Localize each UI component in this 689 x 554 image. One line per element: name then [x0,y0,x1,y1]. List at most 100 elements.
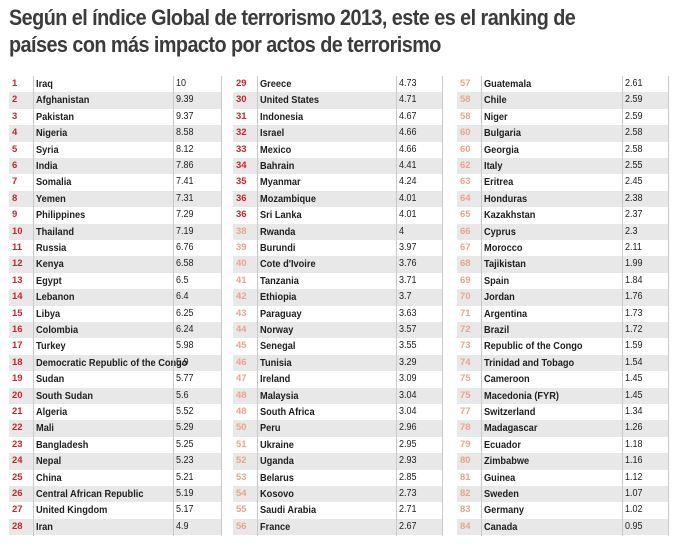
rank-number: 57 [460,78,471,89]
country-name: Algeria [36,406,68,418]
score-value: 6.5 [176,274,189,286]
table-row: 50 Peru 2.96 [233,420,443,437]
table-row: 60 Georgia 2.58 [457,142,669,158]
score-value: 2.45 [625,176,643,188]
score-value: 6.24 [176,324,194,335]
table-row: 12 Kenya 6.58 [9,256,222,273]
score-value: 2.67 [399,520,417,532]
table-row: 13 Egypt 6.5 [9,273,222,289]
score-value: 1.26 [625,422,643,434]
rank-number: 64 [460,192,471,204]
table-row: 9 Philippines 7.29 [9,207,222,223]
country-name: Lebanon [36,291,75,304]
table-row: 47 Ireland 3.09 [233,371,443,387]
rank-number: 10 [12,225,23,237]
country-name: Ecuador [484,438,521,451]
table-row: 17 Turkey 5.98 [9,338,222,354]
score-value: 7.41 [176,176,194,188]
country-name: Honduras [484,192,528,205]
score-value: 4.01 [399,192,417,204]
country-name: Uganda [260,455,294,468]
country-name: Sri Lanka [260,209,302,222]
table-row: 1 Iraq 10 [9,76,222,92]
table-row: 21 Algeria 5.52 [9,404,222,420]
rank-number: 11 [12,242,23,253]
table-row: 65 Kazakhstan 2.37 [457,207,669,223]
table-row: 44 Norway 3.57 [233,322,443,339]
country-name: United Kingdom [36,504,108,517]
table-row: 14 Lebanon 6.4 [9,289,222,306]
score-value: 2.61 [625,78,643,89]
column-divider [173,76,174,536]
table-row: 67 Morocco 2.11 [457,240,669,256]
score-value: 3.97 [399,242,417,253]
country-name: Colombia [36,324,79,336]
score-value: 3.71 [399,274,417,286]
score-value: 7.19 [176,225,194,237]
country-name: Argentina [484,307,528,320]
table-row: 4 Nigeria 8.58 [9,125,222,142]
table-row: 25 China 5.21 [9,470,222,486]
score-value: 2.85 [399,471,417,483]
column-divider [257,76,258,536]
table-row: 82 Sweden 1.07 [457,486,669,503]
rank-number: 56 [236,520,247,532]
score-value: 3.63 [399,307,417,319]
rank-number: 81 [460,471,471,483]
table-row: 36 Mozambique 4.01 [233,190,443,208]
table-row: 62 Italy 2.55 [457,158,669,175]
rank-number: 35 [236,176,247,188]
country-name: Morocco [484,242,523,254]
table-row: 75 Cameroon 1.45 [457,371,669,387]
rank-number: 60 [460,127,471,139]
country-name: Switzerland [484,406,536,418]
country-name: Egypt [36,274,62,287]
country-name: Afghanistan [36,94,90,107]
rank-number: 41 [236,274,247,286]
score-value: 5.77 [176,373,194,385]
rank-number: 29 [236,78,247,89]
rank-number: 8 [12,192,18,204]
score-value: 8.12 [176,143,194,155]
score-value: 4.41 [399,160,417,171]
country-name: Turkey [36,340,66,353]
rank-number: 18 [12,356,23,368]
table-row: 3 Pakistan 9.37 [9,109,222,125]
column-divider [221,76,222,536]
score-value: 4.66 [399,127,417,139]
country-name: Bangladesh [36,438,89,451]
score-value: 3.04 [399,406,417,417]
table-row: 60 Bulgaria 2.58 [457,125,669,142]
rank-number: 75 [460,389,471,401]
country-name: Russia [36,242,67,254]
column-divider [622,76,623,536]
table-row: 16 Colombia 6.24 [9,322,222,339]
table-row: 72 Brazil 1.72 [457,322,669,339]
country-name: Tunisia [260,356,292,369]
country-name: Senegal [260,340,296,353]
rank-number: 77 [460,406,471,417]
score-value: 1.18 [625,438,643,450]
table-row: 31 Indonesia 4.67 [233,109,443,125]
country-name: Cote d'Ivoire [260,258,316,271]
score-value: 2.96 [399,422,417,434]
score-value: 4 [399,225,405,237]
score-value: 2.55 [625,160,643,171]
table-row: 57 Guatemala 2.61 [457,76,669,92]
table-row: 2 Afghanistan 9.39 [9,92,222,109]
table-row: 28 Iran 4.9 [9,518,222,536]
table-row: 6 India 7.86 [9,158,222,175]
rank-number: 46 [236,356,247,368]
rank-number: 27 [12,504,23,516]
table-row: 51 Ukraine 2.95 [233,437,443,453]
score-value: 3.29 [399,356,417,368]
score-value: 2.93 [399,455,417,467]
country-name: Democratic Republic of the Congo [36,356,188,369]
table-row: 45 Senegal 3.55 [233,338,443,354]
table-row: 27 United Kingdom 5.17 [9,502,222,518]
country-name: Italy [484,160,503,172]
rank-number: 45 [236,340,247,352]
score-value: 3.04 [399,389,417,401]
rank-number: 82 [460,488,471,499]
country-name: Cyprus [484,225,516,238]
